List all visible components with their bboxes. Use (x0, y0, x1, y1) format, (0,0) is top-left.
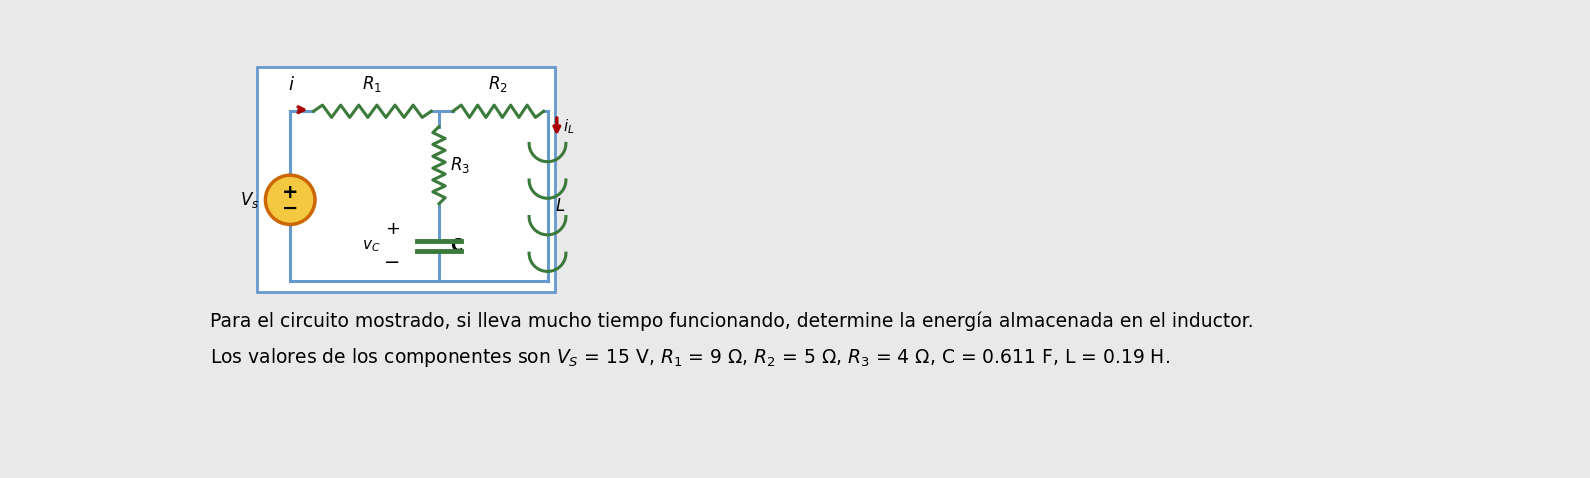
Text: Los valores de los componentes son $V_S$ = 15 V, $R_1$ = 9 $\Omega$, $R_2$ = 5 $: Los valores de los componentes son $V_S$… (210, 346, 1170, 369)
Text: −: − (281, 199, 299, 218)
Text: +: + (281, 183, 299, 202)
Text: +: + (385, 220, 401, 238)
Bar (258, 66, 555, 292)
Text: $R_1$: $R_1$ (363, 74, 382, 94)
Text: $V_s$: $V_s$ (240, 190, 259, 210)
Text: C: C (450, 237, 463, 255)
Text: $i_L$: $i_L$ (563, 117, 574, 136)
Text: Para el circuito mostrado, si lleva mucho tiempo funcionando, determine la energ: Para el circuito mostrado, si lleva much… (210, 312, 1253, 331)
Text: $v_C$: $v_C$ (363, 238, 382, 254)
Text: $i$: $i$ (288, 76, 296, 94)
Text: −: − (385, 253, 401, 272)
Text: $L$: $L$ (555, 197, 566, 215)
Text: $R_2$: $R_2$ (488, 74, 509, 94)
Circle shape (266, 175, 315, 225)
Text: $R_3$: $R_3$ (450, 155, 471, 175)
